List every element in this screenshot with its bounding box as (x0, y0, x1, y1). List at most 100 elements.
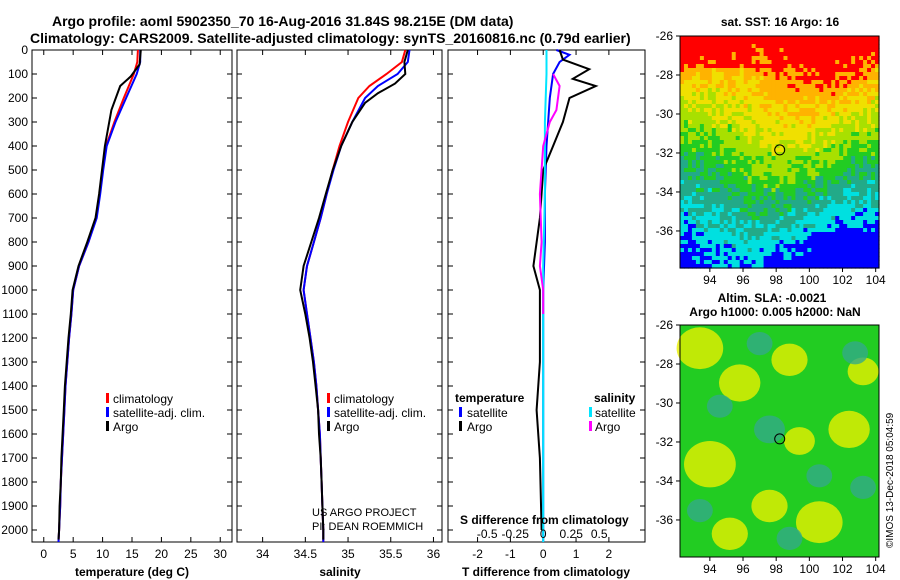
map-x-tick-label: 100 (799, 562, 819, 576)
sst-cell (819, 232, 824, 237)
sst-cell (787, 168, 793, 173)
sst-cell (875, 112, 880, 117)
sst-cell (755, 136, 761, 141)
sst-cell (755, 236, 761, 241)
sst-cell (747, 192, 753, 197)
sst-cell (680, 72, 685, 77)
sst-cell (719, 68, 725, 73)
sst-cell (747, 56, 753, 61)
sst-cell (699, 48, 705, 53)
sst-cell (731, 148, 737, 153)
sst-cell (763, 228, 769, 233)
sst-cell (819, 164, 824, 169)
x-tick-label: -2 (472, 547, 483, 561)
sst-cell (731, 188, 737, 193)
sst-cell (695, 68, 701, 73)
sst-cell (807, 84, 812, 89)
sst-cell (867, 104, 872, 109)
sst-cell (843, 212, 848, 217)
sst-cell (771, 256, 777, 261)
sst-cell (783, 256, 789, 261)
sst-cell (823, 220, 828, 225)
sst-cell (795, 164, 800, 169)
sst-cell (680, 88, 685, 93)
sst-cell (875, 76, 880, 81)
map-x-tick-label: 94 (703, 562, 717, 576)
sst-cell (795, 200, 800, 205)
sst-cell (743, 216, 749, 221)
sst-cell (827, 108, 832, 113)
sst-cell (799, 160, 804, 165)
sst-cell (747, 116, 753, 121)
sst-cell (779, 124, 785, 129)
sst-cell (775, 212, 781, 217)
sst-cell (815, 44, 820, 49)
sst-cell (767, 148, 773, 153)
sst-cell (691, 52, 697, 57)
sst-cell (735, 80, 741, 85)
sst-cell (803, 244, 808, 249)
sst-cell (799, 120, 804, 125)
sst-cell (811, 152, 816, 157)
sst-cell (831, 72, 836, 77)
sst-cell (727, 228, 733, 233)
sst-cell (855, 216, 860, 221)
sst-cell (743, 80, 749, 85)
sst-cell (691, 60, 697, 65)
sst-cell (771, 104, 777, 109)
sst-cell (739, 84, 745, 89)
sst-cell (847, 248, 852, 253)
sst-cell (867, 260, 872, 265)
sst-cell (795, 144, 800, 149)
sst-cell (743, 120, 749, 125)
sst-cell (735, 264, 741, 269)
sst-cell (779, 248, 785, 253)
sst-cell (779, 76, 785, 81)
sst-cell (787, 176, 793, 181)
sst-cell (703, 160, 709, 165)
sst-cell (799, 100, 804, 105)
sst-cell (755, 52, 761, 57)
sst-cell (851, 68, 856, 73)
sst-cell (787, 212, 793, 217)
sst-cell (847, 48, 852, 53)
sst-cell (767, 240, 773, 245)
sst-cell (771, 240, 777, 245)
sst-cell (863, 144, 868, 149)
sst-cell (827, 68, 832, 73)
sst-cell (819, 108, 824, 113)
sst-cell (759, 252, 765, 257)
sst-cell (731, 160, 737, 165)
sst-cell (739, 68, 745, 73)
sst-cell (871, 208, 876, 213)
sst-cell (680, 140, 685, 145)
sst-cell (855, 132, 860, 137)
sst-cell (680, 76, 685, 81)
sst-cell (835, 200, 840, 205)
sst-cell (787, 260, 793, 265)
sst-cell (843, 236, 848, 241)
sst-cell (787, 48, 793, 53)
sst-cell (843, 208, 848, 213)
sst-cell (771, 52, 777, 57)
sst-cell (855, 112, 860, 117)
sst-cell (779, 136, 785, 141)
sst-cell (775, 64, 781, 69)
sst-cell (755, 64, 761, 69)
sst-cell (875, 140, 880, 145)
sst-cell (687, 68, 693, 73)
sst-cell (835, 208, 840, 213)
sst-cell (743, 44, 749, 49)
sst-cell (695, 96, 701, 101)
sst-cell (803, 40, 808, 45)
sst-cell (751, 180, 757, 185)
sst-cell (791, 72, 797, 77)
sst-cell (695, 252, 701, 257)
sst-cell (867, 244, 872, 249)
sst-cell (771, 96, 777, 101)
sst-cell (811, 264, 816, 269)
sst-cell (783, 172, 789, 177)
sst-cell (811, 200, 816, 205)
sst-cell (799, 188, 804, 193)
sst-cell (687, 264, 693, 269)
